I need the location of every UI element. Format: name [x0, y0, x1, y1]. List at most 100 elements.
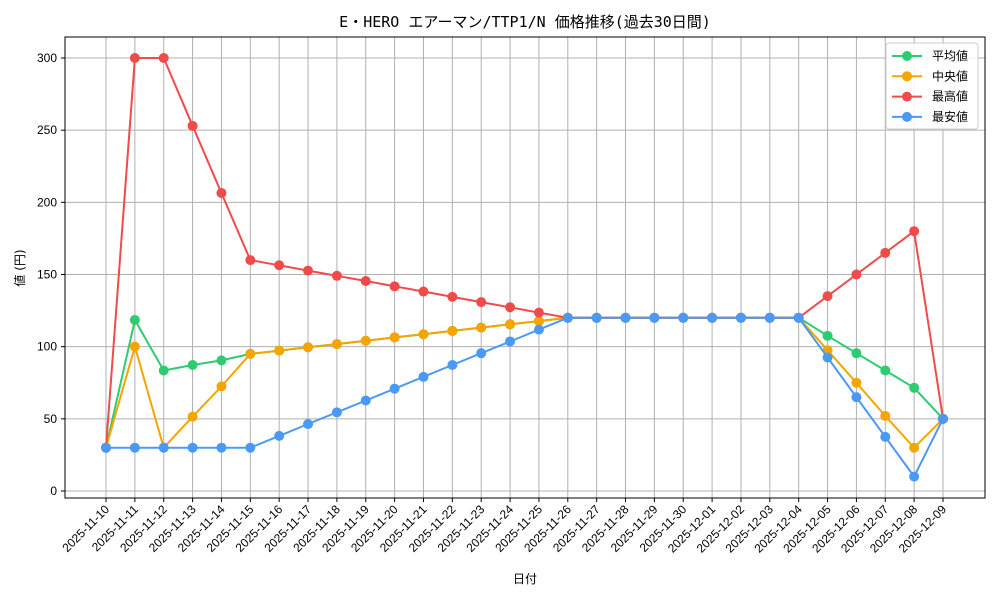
- data-point: [418, 371, 429, 382]
- y-tick-label: 100: [37, 340, 57, 354]
- data-point: [880, 431, 891, 442]
- data-point: [274, 260, 285, 271]
- legend-label: 最安値: [932, 109, 968, 124]
- y-tick-label: 300: [37, 51, 57, 65]
- legend-item: 最高値: [892, 89, 968, 104]
- legend-item: 中央値: [892, 68, 968, 83]
- data-point: [620, 312, 631, 323]
- data-point: [909, 382, 920, 393]
- data-point: [245, 255, 256, 266]
- data-point: [880, 365, 891, 376]
- data-point: [389, 383, 400, 394]
- data-point: [245, 442, 256, 453]
- data-point: [216, 442, 227, 453]
- series-line: [105, 316, 944, 448]
- data-point: [129, 442, 140, 453]
- data-point: [274, 345, 285, 356]
- data-point: [822, 352, 833, 363]
- data-point: [331, 407, 342, 418]
- data-point: [331, 339, 342, 350]
- x-axis: 2025-11-102025-11-112025-11-122025-11-13…: [59, 498, 949, 556]
- data-point: [591, 312, 602, 323]
- data-point: [909, 226, 920, 237]
- data-point: [851, 269, 862, 280]
- data-point: [158, 365, 169, 376]
- data-point: [822, 291, 833, 302]
- legend-label: 中央値: [932, 68, 968, 83]
- data-point: [909, 442, 920, 453]
- series-1: [101, 312, 948, 453]
- data-point: [216, 187, 227, 198]
- data-point: [274, 430, 285, 441]
- legend-marker-icon: [902, 71, 912, 82]
- y-tick-label: 150: [37, 268, 57, 282]
- y-tick-label: 50: [44, 412, 58, 426]
- legend-label: 最高値: [932, 89, 968, 104]
- data-point: [735, 312, 746, 323]
- data-point: [562, 312, 573, 323]
- data-point: [447, 291, 458, 302]
- data-point: [476, 348, 487, 359]
- grid-lines: [65, 37, 985, 498]
- data-point: [649, 312, 660, 323]
- legend-label: 平均値: [932, 48, 968, 63]
- data-point: [505, 336, 516, 347]
- data-point: [764, 312, 775, 323]
- data-point: [101, 442, 111, 453]
- data-point: [360, 335, 371, 346]
- data-point: [447, 325, 458, 336]
- y-tick-label: 200: [37, 195, 57, 209]
- data-point: [303, 265, 314, 276]
- data-point: [851, 377, 862, 388]
- data-point: [533, 324, 544, 335]
- data-point: [476, 322, 487, 333]
- data-point: [880, 247, 891, 258]
- data-point: [187, 442, 198, 453]
- legend-marker-icon: [902, 51, 912, 61]
- data-point: [331, 270, 342, 281]
- chart-title: E・HERO エアーマン/TTP1/N 価格推移(過去30日間): [339, 13, 711, 31]
- data-point: [851, 348, 862, 359]
- series-line: [105, 316, 944, 450]
- plot-frame: [64, 36, 986, 499]
- data-point: [533, 307, 544, 318]
- data-point: [707, 312, 718, 323]
- data-point: [938, 413, 948, 424]
- data-point: [129, 53, 140, 63]
- data-point: [187, 359, 198, 370]
- series-line: [106, 316, 944, 479]
- data-point: [303, 419, 314, 430]
- y-axis-label: 値 (円): [12, 249, 27, 286]
- data-point: [360, 275, 371, 286]
- data-point: [476, 297, 487, 308]
- series-0: [101, 312, 948, 453]
- data-point: [129, 314, 140, 325]
- data-point: [418, 286, 429, 297]
- data-point: [245, 348, 256, 359]
- data-point: [187, 411, 198, 422]
- data-point: [158, 53, 169, 63]
- legend-marker-icon: [902, 111, 912, 122]
- series-2: [101, 53, 948, 453]
- legend-box: [885, 42, 979, 130]
- data-point: [533, 316, 544, 327]
- data-point: [505, 302, 516, 313]
- data-point: [303, 342, 314, 353]
- y-tick-label: 0: [50, 484, 57, 498]
- data-point: [389, 281, 400, 292]
- data-series: [101, 53, 948, 482]
- data-point: [216, 381, 227, 392]
- data-point: [822, 330, 833, 341]
- data-point: [360, 395, 371, 406]
- data-point: [505, 319, 516, 330]
- legend-item: 最安値: [892, 109, 968, 124]
- series-line: [105, 57, 944, 448]
- data-point: [418, 329, 429, 340]
- data-point: [389, 332, 400, 343]
- legend-item: 平均値: [892, 48, 968, 63]
- data-point: [447, 359, 458, 370]
- data-point: [216, 355, 227, 366]
